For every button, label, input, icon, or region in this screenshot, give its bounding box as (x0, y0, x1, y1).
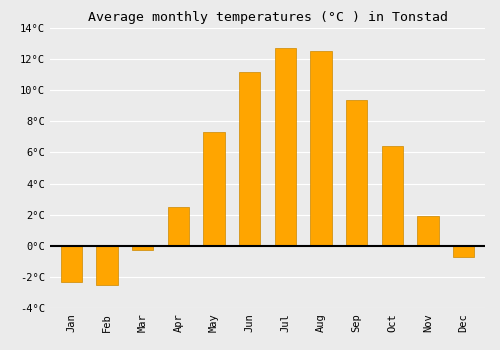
Bar (382, 146, 403, 246)
Bar (453, 246, 474, 257)
Bar (418, 216, 438, 246)
Bar (96, 246, 117, 285)
Bar (274, 48, 296, 246)
Bar (310, 51, 332, 246)
Bar (60, 246, 82, 281)
Bar (168, 207, 189, 246)
Bar (204, 132, 225, 246)
Bar (239, 71, 260, 246)
Title: Average monthly temperatures (°C ) in Tonstad: Average monthly temperatures (°C ) in To… (88, 11, 448, 24)
Bar (132, 246, 154, 251)
Bar (346, 99, 368, 246)
